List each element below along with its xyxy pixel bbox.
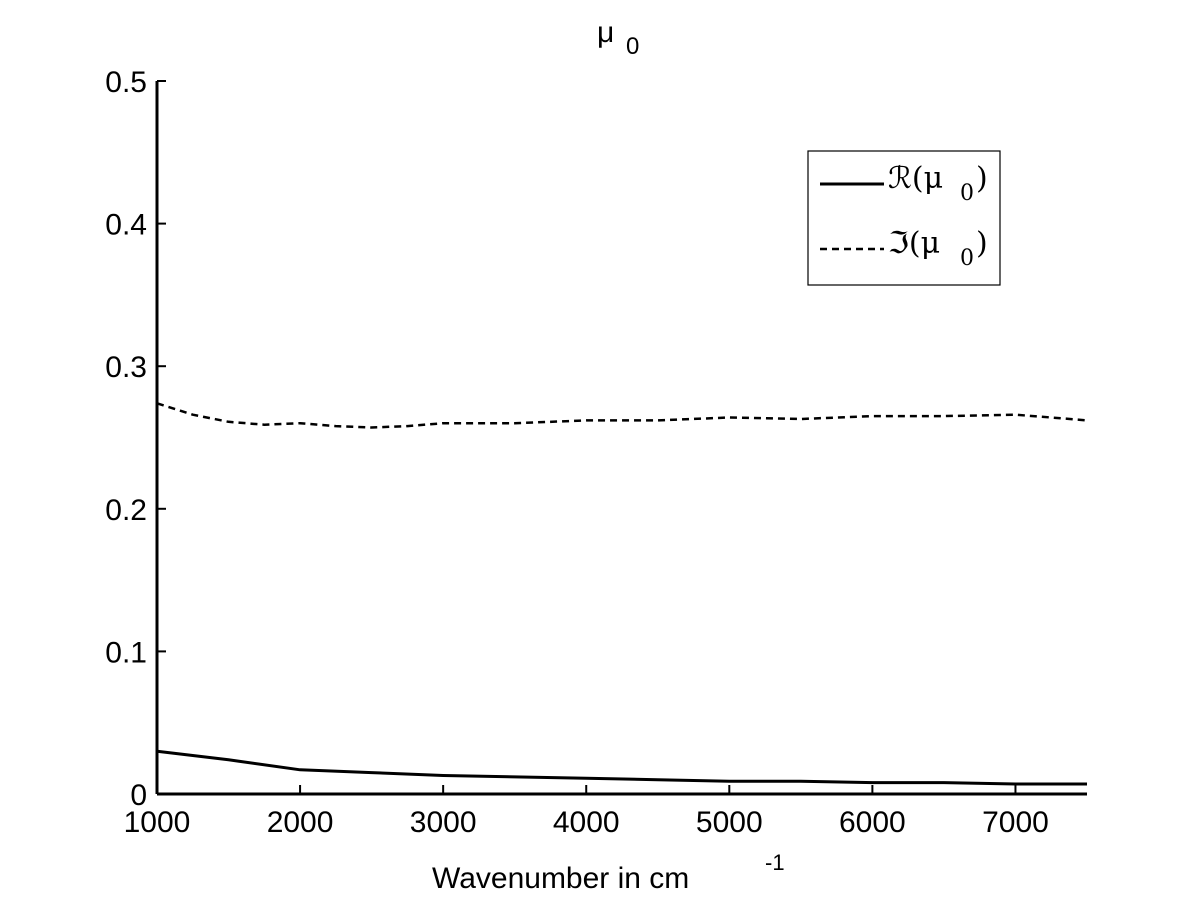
legend-label-real: ℛ(μ bbox=[888, 161, 943, 196]
legend-label-imag-sub: 0 bbox=[960, 246, 974, 271]
x-tick-label: 2000 bbox=[267, 806, 334, 839]
chart-title-sub: 0 bbox=[626, 33, 639, 60]
chart-title: μ 0 bbox=[597, 16, 639, 60]
series-line-real bbox=[156, 749, 1087, 786]
x-axis-label-sup: -1 bbox=[765, 850, 785, 875]
legend-label-imag-suffix: ) bbox=[976, 226, 988, 261]
x-tick-label: 7000 bbox=[982, 806, 1049, 839]
legend-label-real-suffix: ) bbox=[976, 161, 988, 196]
y-tick-label: 0.3 bbox=[105, 351, 147, 384]
legend-box bbox=[807, 150, 1001, 286]
legend-item-real: ℛ(μ 0 ) bbox=[820, 161, 988, 206]
x-tick-label: 3000 bbox=[410, 806, 477, 839]
legend: ℛ(μ 0 ) ℑ(μ 0 ) bbox=[807, 150, 1001, 286]
x-tick-label: 6000 bbox=[839, 806, 906, 839]
legend-label-real-sub: 0 bbox=[960, 181, 974, 206]
y-tick-label: 0.2 bbox=[105, 494, 147, 527]
x-ticks: 1000 2000 3000 4000 5000 6000 7000 bbox=[124, 785, 1049, 839]
x-axis-label: Wavenumber in cm -1 bbox=[432, 850, 785, 895]
y-tick-label: 0.4 bbox=[105, 209, 147, 242]
x-tick-label: 4000 bbox=[553, 806, 620, 839]
x-tick-label: 5000 bbox=[696, 806, 763, 839]
series-group bbox=[156, 402, 1088, 786]
chart-title-main: μ bbox=[597, 16, 614, 49]
plot-area bbox=[155, 81, 1087, 796]
y-tick-label: 0.5 bbox=[105, 66, 147, 99]
x-tick-label: 1000 bbox=[124, 806, 191, 839]
legend-item-imag: ℑ(μ 0 ) bbox=[820, 226, 988, 271]
y-tick-label: 0.1 bbox=[105, 636, 147, 669]
legend-label-imag: ℑ(μ bbox=[888, 226, 940, 261]
y-ticks: 0 0.1 0.2 0.3 0.4 0.5 bbox=[105, 66, 166, 812]
y-tick-label: 0 bbox=[130, 779, 147, 812]
x-axis-label-text: Wavenumber in cm bbox=[432, 862, 689, 895]
series-line-imag bbox=[156, 402, 1088, 429]
